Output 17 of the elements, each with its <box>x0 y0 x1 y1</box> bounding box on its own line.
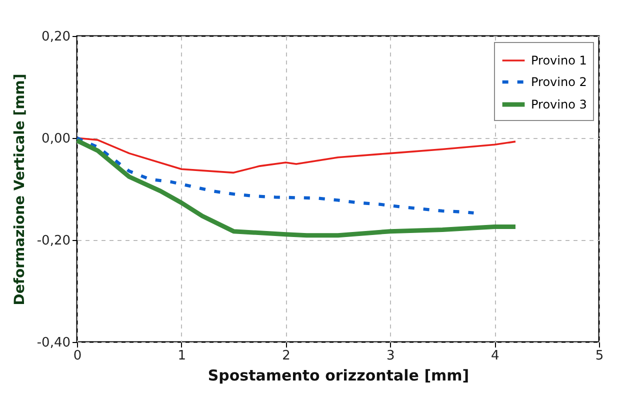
x-tick-label: 1 <box>178 348 186 364</box>
x-tick-label: 3 <box>386 348 395 364</box>
y-tick-label: -0,20 <box>36 234 70 248</box>
line-series <box>75 136 476 215</box>
x-axis-title: Spostamento orizzontale [mm] <box>208 366 470 384</box>
y-tick-label: -0,40 <box>36 336 70 350</box>
y-axis-title: Deformazione Verticale [mm] <box>12 74 28 306</box>
y-tick-label: 0,20 <box>42 30 70 44</box>
legend-label: Provino 1 <box>531 54 587 68</box>
legend-label: Provino 3 <box>531 98 587 112</box>
legend-label: Provino 2 <box>531 75 587 89</box>
x-tick-label: 4 <box>490 348 500 364</box>
x-tick-label: 2 <box>282 348 290 364</box>
x-tick-label: 5 <box>595 348 604 364</box>
x-tick-label: 0 <box>73 348 82 364</box>
y-tick-label: 0,00 <box>42 132 70 146</box>
line-series <box>76 137 516 174</box>
